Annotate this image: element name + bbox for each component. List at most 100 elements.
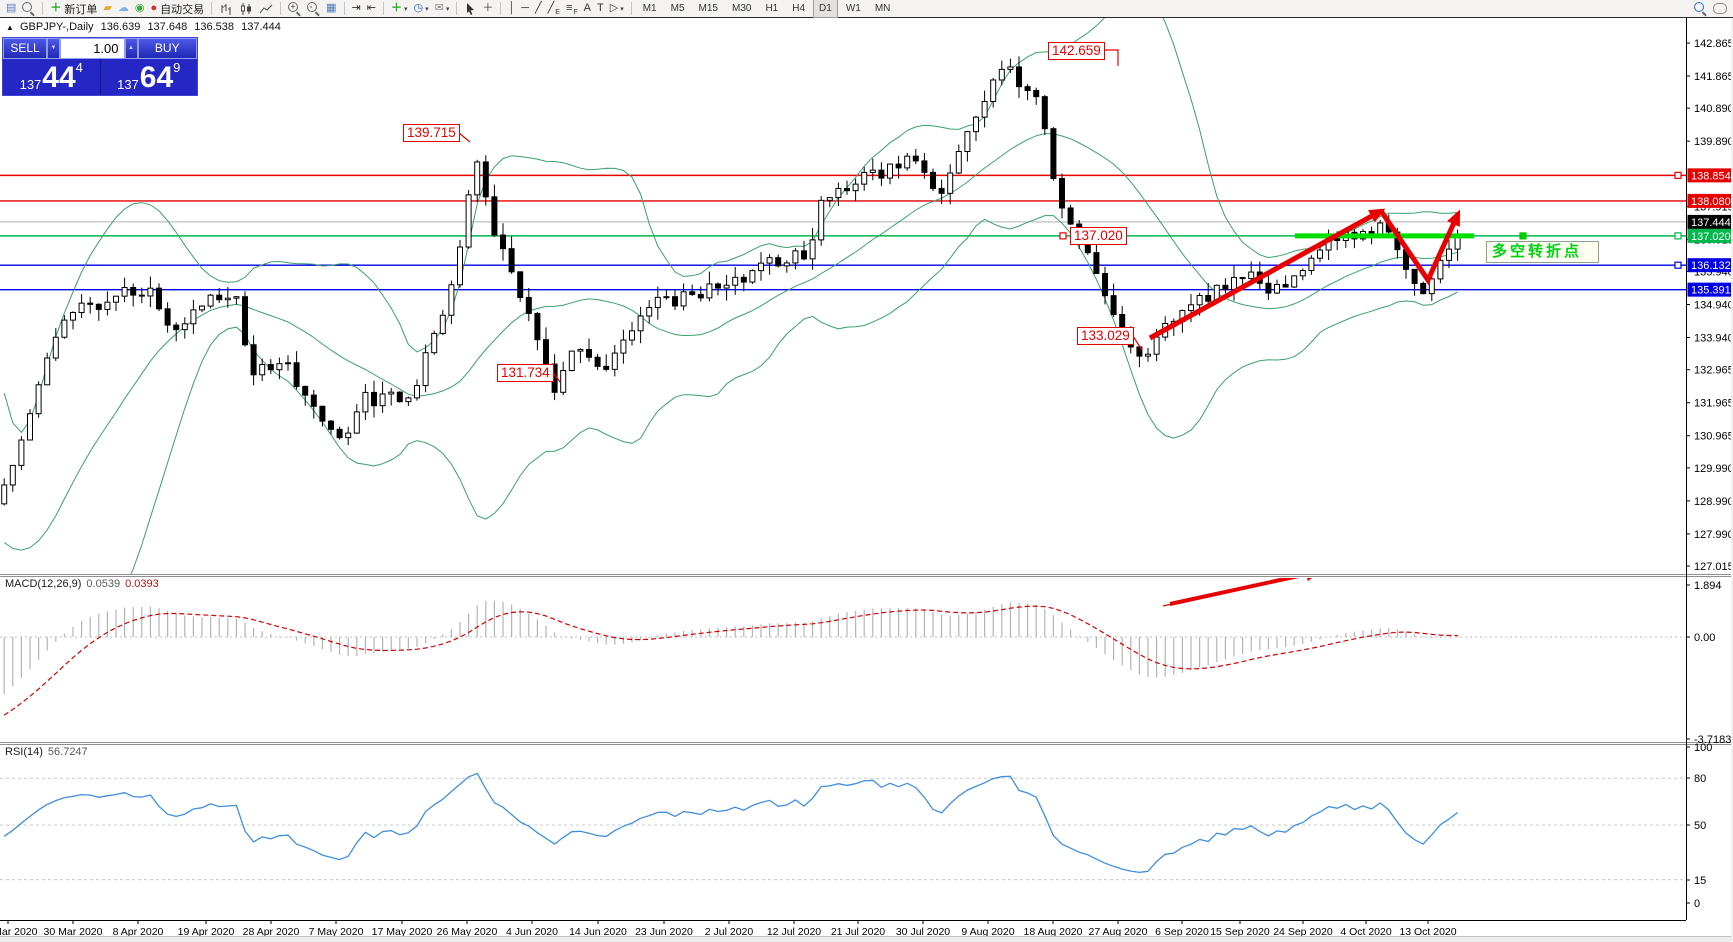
axis-price-label bbox=[1687, 228, 1733, 243]
macd-arrow[interactable] bbox=[1169, 572, 1322, 606]
tf-m30[interactable]: M30 bbox=[731, 3, 752, 14]
toolbar-separator bbox=[343, 2, 345, 15]
market-watch-icon[interactable] bbox=[20, 1, 37, 16]
buy-button[interactable]: BUY bbox=[137, 38, 197, 59]
signal-icon[interactable]: ◉ bbox=[133, 1, 147, 16]
volume-up-button[interactable]: ▲ bbox=[124, 38, 138, 59]
ohlc-high: 137.648 bbox=[147, 21, 188, 33]
main-chart[interactable] bbox=[0, 0, 1686, 695]
signal-icon-glyph: ◉ bbox=[134, 2, 145, 14]
tile-windows-icon-glyph: ▦ bbox=[326, 2, 337, 14]
sell-price-pip: 4 bbox=[75, 60, 83, 75]
templates-icon[interactable]: ✉ ▾ bbox=[434, 2, 450, 14]
price-annotation-139.715[interactable]: 139.715 bbox=[403, 124, 460, 142]
symbol-period-label: GBPJPY-,Daily bbox=[19, 21, 94, 33]
object-handle[interactable] bbox=[1519, 232, 1527, 240]
trend-arrow-1[interactable] bbox=[1148, 208, 1386, 341]
zoom-out-icon[interactable]: - bbox=[305, 1, 322, 16]
auto-scroll-icon[interactable]: ⇥ bbox=[350, 1, 363, 16]
collapse-triangle-icon[interactable]: ▲ bbox=[6, 23, 14, 32]
new-order-button[interactable]: ＋新订单 bbox=[48, 1, 99, 16]
autotrade-button[interactable]: ● 自动交易 bbox=[148, 1, 206, 16]
tf-m15[interactable]: M15 bbox=[698, 3, 718, 14]
sell-price[interactable]: 137 44 4 bbox=[3, 59, 101, 95]
search-icon[interactable] bbox=[1692, 1, 1709, 16]
object-handle[interactable] bbox=[1674, 232, 1682, 240]
shapes-icon[interactable]: ▷ ▾ bbox=[609, 2, 624, 14]
macd-signal-value: 0.0393 bbox=[125, 578, 159, 590]
object-handle[interactable] bbox=[1059, 232, 1067, 240]
tf-w1[interactable]: W1 bbox=[845, 3, 861, 14]
indicators-icon[interactable]: ＋ ▾ bbox=[390, 2, 408, 14]
macd-main-value: 0.0539 bbox=[86, 578, 121, 590]
search-icon-glyph bbox=[1694, 2, 1704, 12]
fibonacci-icon[interactable]: ≡ F bbox=[565, 2, 578, 16]
candlestick-chart-icon[interactable] bbox=[237, 1, 255, 16]
channel-icon[interactable]: ╱ E bbox=[547, 2, 560, 16]
object-handle[interactable] bbox=[1674, 261, 1682, 269]
tile-windows-icon[interactable]: ▦ bbox=[324, 1, 338, 16]
drawn-objects[interactable] bbox=[458, 49, 1682, 383]
date-axis[interactable]: 20 Mar 2020 30 Mar 2020 8 Apr 2020 19 Apr 2… bbox=[0, 920, 1457, 938]
svg-text:128.990: 128.990 bbox=[1694, 496, 1733, 508]
tf-d1[interactable]: D1 bbox=[813, 0, 838, 18]
label-tool-icon[interactable]: T bbox=[595, 1, 606, 16]
annotation-leader bbox=[1104, 49, 1119, 66]
svg-text:12 Jul 2020: 12 Jul 2020 bbox=[767, 926, 821, 938]
axis-price-label bbox=[1687, 193, 1733, 208]
trend-arrow-2[interactable] bbox=[1378, 209, 1461, 286]
bollinger-middle bbox=[3, 133, 1458, 551]
volume-down-button[interactable]: ▼ bbox=[47, 38, 60, 59]
cursor-icon[interactable] bbox=[462, 1, 478, 16]
sell-button[interactable]: SELL bbox=[3, 38, 47, 59]
chat-icon[interactable] bbox=[1711, 1, 1729, 16]
svg-text:127.990: 127.990 bbox=[1694, 529, 1733, 541]
tf-m1[interactable]: M1 bbox=[642, 3, 657, 14]
tf-h1[interactable]: H1 bbox=[765, 3, 779, 14]
periods-icon-glyph: ◷ bbox=[413, 2, 424, 14]
price-annotation-137.020[interactable]: 137.020 bbox=[1070, 227, 1127, 245]
volume-input[interactable]: 1.00 bbox=[60, 38, 125, 59]
crosshair-icon[interactable]: ＋ bbox=[480, 1, 495, 16]
trendline-icon[interactable]: ╱ bbox=[533, 1, 544, 16]
cloud-icon[interactable]: ☁ bbox=[116, 1, 131, 16]
svg-text:15: 15 bbox=[1694, 875, 1706, 887]
price-annotation-131.734[interactable]: 131.734 bbox=[497, 364, 554, 382]
chart-shift-icon[interactable]: ⇤ bbox=[365, 1, 378, 16]
buy-price[interactable]: 137 64 9 bbox=[101, 59, 198, 95]
buy-price-big: 64 bbox=[139, 61, 174, 94]
deposit-icon[interactable]: ▰ bbox=[101, 1, 113, 16]
tf-m5[interactable]: M5 bbox=[670, 3, 685, 14]
svg-text:9 Aug 2020: 9 Aug 2020 bbox=[961, 926, 1014, 938]
svg-text:127.015: 127.015 bbox=[1694, 561, 1733, 573]
toolbar-separator bbox=[630, 2, 632, 15]
toolbar-separator bbox=[382, 2, 384, 15]
price-axis[interactable]: 142.865141.865140.890139.890137.915136.9… bbox=[1686, 38, 1733, 910]
object-handle[interactable] bbox=[1674, 171, 1682, 179]
axis-price-label bbox=[1687, 258, 1733, 273]
svg-text:15 Sep 2020: 15 Sep 2020 bbox=[1210, 926, 1270, 938]
tf-h4[interactable]: H4 bbox=[792, 3, 806, 14]
svg-text:50: 50 bbox=[1694, 820, 1706, 832]
periods-icon[interactable]: ◷ ▾ bbox=[413, 2, 429, 14]
macd-panel[interactable] bbox=[0, 567, 1686, 716]
svg-text:27 Aug 2020: 27 Aug 2020 bbox=[1089, 926, 1148, 938]
vertical-line-icon[interactable]: │ bbox=[506, 1, 517, 16]
svg-text:1.894: 1.894 bbox=[1694, 580, 1722, 592]
templates-icon-glyph: ✉ bbox=[434, 2, 444, 14]
price-annotation-133.029[interactable]: 133.029 bbox=[1077, 327, 1134, 345]
zoom-in-icon[interactable]: + bbox=[286, 1, 303, 16]
svg-text:132.965: 132.965 bbox=[1694, 365, 1733, 377]
tf-mn[interactable]: MN bbox=[874, 3, 891, 14]
bar-chart-icon[interactable] bbox=[217, 1, 235, 16]
svg-text:141.865: 141.865 bbox=[1694, 71, 1733, 83]
line-chart-icon[interactable] bbox=[257, 1, 275, 16]
price-annotation-142.659[interactable]: 142.659 bbox=[1048, 42, 1105, 60]
window-right-edge bbox=[1731, 18, 1733, 942]
charts-grid-icon[interactable]: ▤ bbox=[4, 1, 18, 16]
horizontal-line-icon[interactable]: ─ bbox=[519, 1, 531, 16]
rsi-panel[interactable] bbox=[0, 772, 1686, 881]
text-tool-icon[interactable]: A bbox=[582, 1, 593, 16]
turning-point-annotation[interactable]: 多空转折点 bbox=[1486, 241, 1599, 263]
